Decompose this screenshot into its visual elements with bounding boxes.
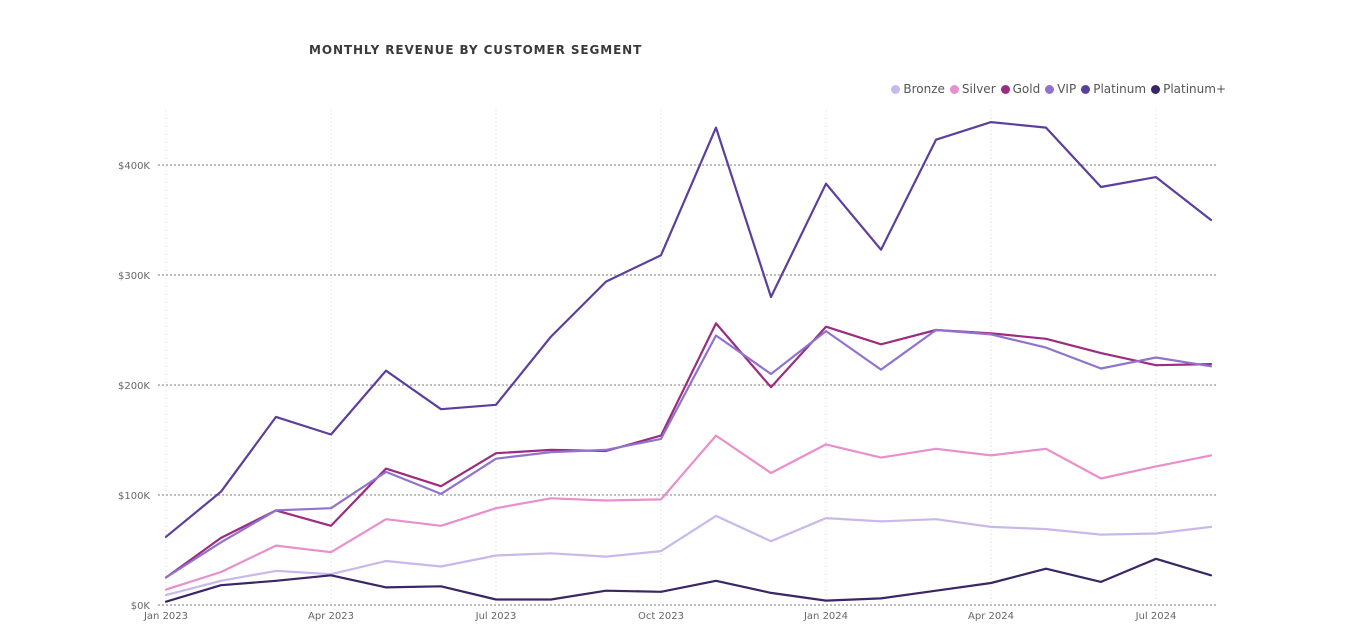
legend-label: VIP — [1057, 82, 1077, 96]
legend-label: Gold — [1012, 82, 1041, 96]
chart-legend: Bronze Silver Gold VIP Platinum Platinum+ — [891, 82, 1226, 96]
x-tick-label: Jan 2024 — [803, 611, 848, 622]
legend-marker — [1000, 84, 1010, 94]
legend-item[interactable]: Gold — [1000, 82, 1041, 96]
y-tick-label: $200K — [118, 381, 150, 392]
x-tick-label: Jul 2023 — [475, 611, 517, 622]
legend-item[interactable]: Platinum+ — [1151, 82, 1226, 96]
series-line-vip — [164, 328, 1213, 579]
series-line-silver — [164, 434, 1213, 591]
series-line-gold — [164, 322, 1213, 579]
legend-marker — [949, 84, 959, 94]
series-line-platinum-plus — [164, 557, 1213, 603]
y-tick-label: $400K — [118, 161, 150, 172]
x-tick-label: Apr 2023 — [308, 611, 354, 622]
x-tick-label: Apr 2024 — [968, 611, 1014, 622]
legend-item[interactable]: Bronze — [891, 82, 945, 96]
legend-marker — [891, 84, 901, 94]
y-tick-label: $0K — [131, 601, 151, 612]
chart-title: MONTHLY REVENUE BY CUSTOMER SEGMENT — [309, 43, 643, 57]
legend-label: Silver — [961, 82, 996, 96]
legend-label: Platinum — [1093, 82, 1147, 96]
series-line-platinum — [164, 120, 1213, 538]
legend-item[interactable]: Silver — [949, 82, 996, 96]
legend-label: Bronze — [903, 82, 945, 96]
legend-marker — [1151, 84, 1161, 94]
x-tick-label: Oct 2023 — [638, 611, 684, 622]
series-line-bronze — [164, 514, 1213, 597]
legend-marker — [1081, 84, 1091, 94]
x-tick-label: Jul 2024 — [1135, 611, 1177, 622]
legend-item[interactable]: VIP — [1045, 82, 1076, 96]
legend-item[interactable]: Platinum — [1081, 82, 1146, 96]
y-tick-label: $100K — [118, 491, 150, 502]
y-tick-label: $300K — [118, 271, 150, 282]
legend-marker — [1045, 84, 1055, 94]
legend-label: Platinum+ — [1163, 82, 1226, 96]
x-tick-label: Jan 2023 — [143, 611, 188, 622]
